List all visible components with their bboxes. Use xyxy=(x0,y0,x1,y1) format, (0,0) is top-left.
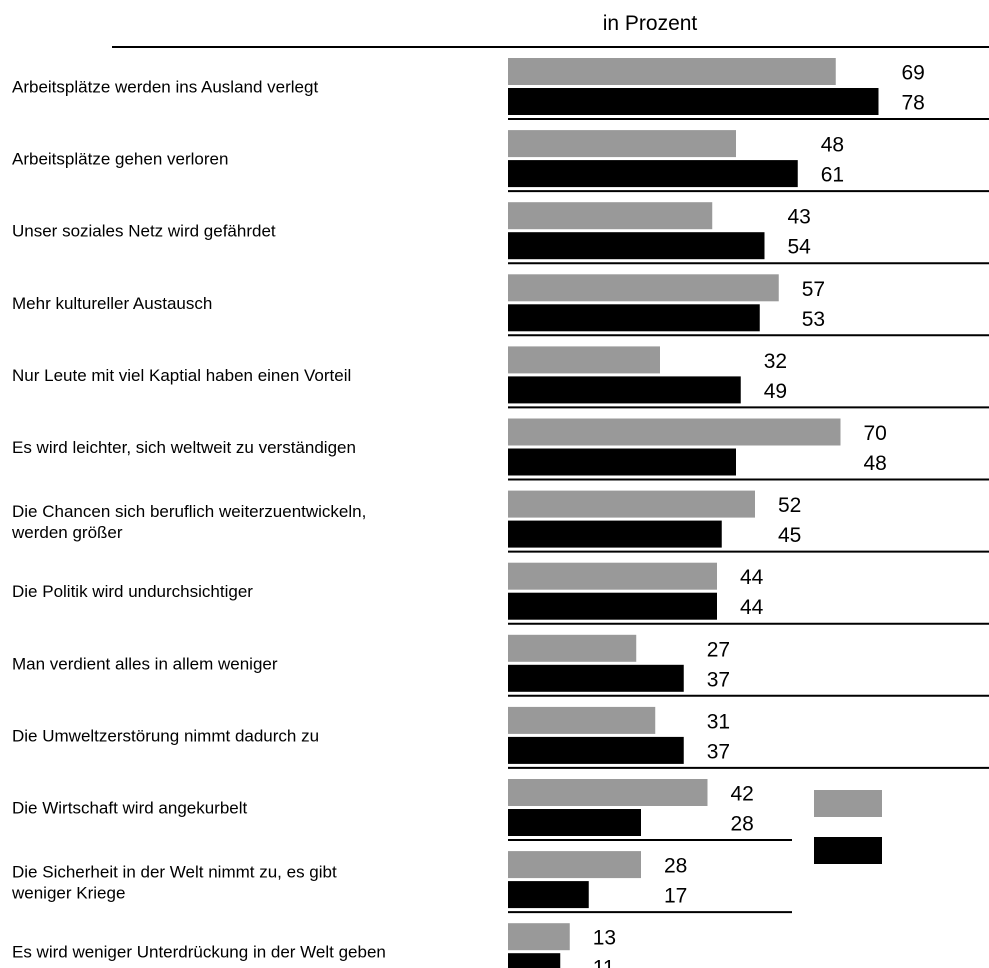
category-row: 27 37 Man verdient alles in allem weniger xyxy=(12,634,989,697)
bar-gray xyxy=(508,923,570,951)
bar-black xyxy=(508,232,765,260)
bar-black xyxy=(508,592,717,620)
category-label-line: Die Sicherheit in der Welt nimmt zu, es … xyxy=(12,863,337,882)
category-label: Arbeitsplätze werden ins Ausland verlegt xyxy=(12,78,318,97)
category-label: Arbeitsplätze gehen verloren xyxy=(12,150,228,169)
data-label: 45 xyxy=(778,524,801,547)
category-row: 48 61 Arbeitsplätze gehen verloren xyxy=(12,130,989,193)
category-label: Es wird weniger Unterdrückung in der Wel… xyxy=(12,943,386,962)
bar-gray xyxy=(508,58,836,85)
category-row: 28 17 Die Sicherheit in der Welt nimmt zu,… xyxy=(11,851,792,914)
bar-gray xyxy=(508,706,656,734)
category-row: 13 11 Es wird weniger Unterdrückung in der… xyxy=(12,923,616,968)
bar-black xyxy=(508,304,760,332)
bar-gray xyxy=(508,418,841,446)
category-row: 31 37 Die Umweltzerstörung nimmt dadurch z… xyxy=(12,706,989,769)
bar-gray xyxy=(508,851,641,879)
data-label: 78 xyxy=(902,92,925,115)
bar-black xyxy=(508,736,684,764)
bar-black xyxy=(508,448,736,476)
category-label: Unser soziales Netz wird gefährdet xyxy=(12,222,276,241)
data-label: 70 xyxy=(864,422,887,445)
data-label: 43 xyxy=(788,206,811,229)
bar-black xyxy=(508,160,798,188)
legend-swatch-black xyxy=(814,837,882,864)
bar-black xyxy=(508,376,741,404)
category-label: Es wird leichter, sich weltweit zu verst… xyxy=(12,438,356,457)
data-label: 57 xyxy=(802,278,825,301)
category-label: Die Chancen sich beruflich weiterzuentwi… xyxy=(11,502,366,542)
category-label-line: Die Chancen sich beruflich weiterzuentwi… xyxy=(12,502,366,521)
category-label-line: Unser soziales Netz wird gefährdet xyxy=(12,222,276,241)
category-row: 69 78 Arbeitsplätze werden ins Ausland ver… xyxy=(12,58,989,120)
category-label: Die Umweltzerstörung nimmt dadurch zu xyxy=(12,726,319,745)
data-label: 44 xyxy=(740,566,764,589)
bar-gray xyxy=(508,490,755,518)
category-row: 44 44 Die Politik wird undurchsichtiger xyxy=(12,562,989,625)
data-label: 48 xyxy=(864,452,887,475)
legend xyxy=(814,790,882,864)
bar-black xyxy=(508,953,561,968)
data-label: 52 xyxy=(778,494,801,517)
category-label-line: Nur Leute mit viel Kaptial haben einen V… xyxy=(12,366,351,385)
data-label: 37 xyxy=(707,740,730,763)
category-label: Die Sicherheit in der Welt nimmt zu, es … xyxy=(11,863,337,903)
category-row: 52 45 Die Chancen sich beruflich weiterzue… xyxy=(11,490,989,553)
bar-gray xyxy=(508,274,779,302)
data-label: 49 xyxy=(764,380,787,403)
data-label: 37 xyxy=(707,668,730,691)
category-row: 42 28 Die Wirtschaft wird angekurbelt xyxy=(12,779,792,841)
bar-gray xyxy=(508,130,736,158)
unit-label: in Prozent xyxy=(603,12,698,35)
data-label: 17 xyxy=(664,885,687,908)
category-label-line: Arbeitsplätze gehen verloren xyxy=(12,150,228,169)
category-label-line: Die Umweltzerstörung nimmt dadurch zu xyxy=(12,726,319,745)
category-label-line: Die Politik wird undurchsichtiger xyxy=(12,582,253,601)
bar-black xyxy=(508,88,879,115)
data-label: 31 xyxy=(707,710,730,733)
data-label: 53 xyxy=(802,308,825,331)
bar-black xyxy=(508,881,589,909)
data-label: 44 xyxy=(740,596,764,619)
category-label-line: Arbeitsplätze werden ins Ausland verlegt xyxy=(12,78,318,97)
category-label-line: Es wird leichter, sich weltweit zu verst… xyxy=(12,438,356,457)
data-label: 32 xyxy=(764,350,787,373)
bar-gray xyxy=(508,346,660,374)
bar-gray xyxy=(508,779,708,806)
category-row: 32 49 Nur Leute mit viel Kaptial haben ein… xyxy=(12,346,989,409)
data-label: 42 xyxy=(731,783,754,806)
category-label: Die Wirtschaft wird angekurbelt xyxy=(12,799,248,818)
category-label-line: Mehr kultureller Austausch xyxy=(12,294,212,313)
bar-black xyxy=(508,664,684,692)
chart-rows: 69 78 Arbeitsplätze werden ins Ausland ver… xyxy=(11,58,989,968)
bar-gray xyxy=(508,562,717,590)
data-label: 27 xyxy=(707,638,730,661)
data-label: 13 xyxy=(593,927,616,950)
bar-gray xyxy=(508,634,637,662)
category-label: Mehr kultureller Austausch xyxy=(12,294,212,313)
category-row: 43 54 Unser soziales Netz wird gefährdet xyxy=(12,202,989,265)
category-label: Man verdient alles in allem weniger xyxy=(12,654,278,673)
category-label-line: Man verdient alles in allem weniger xyxy=(12,654,278,673)
category-label: Die Politik wird undurchsichtiger xyxy=(12,582,253,601)
category-label-line: Die Wirtschaft wird angekurbelt xyxy=(12,799,248,818)
bar-gray xyxy=(508,202,713,230)
data-label: 54 xyxy=(788,236,812,259)
bar-black xyxy=(508,809,641,836)
data-label: 61 xyxy=(821,164,844,187)
category-row: 70 48 Es wird leichter, sich weltweit zu v… xyxy=(12,418,989,481)
category-label-line: Es wird weniger Unterdrückung in der Wel… xyxy=(12,943,386,962)
category-row: 57 53 Mehr kultureller Austausch xyxy=(12,274,989,337)
legend-swatch-gray xyxy=(814,790,882,817)
data-label: 69 xyxy=(902,62,925,85)
data-label: 48 xyxy=(821,134,844,157)
bar-black xyxy=(508,520,722,548)
category-label-line: weniger Kriege xyxy=(11,884,125,903)
category-label: Nur Leute mit viel Kaptial haben einen V… xyxy=(12,366,351,385)
data-label: 11 xyxy=(593,957,615,968)
data-label: 28 xyxy=(664,855,687,878)
category-label-line: werden größer xyxy=(11,523,123,542)
data-label: 28 xyxy=(731,813,754,836)
